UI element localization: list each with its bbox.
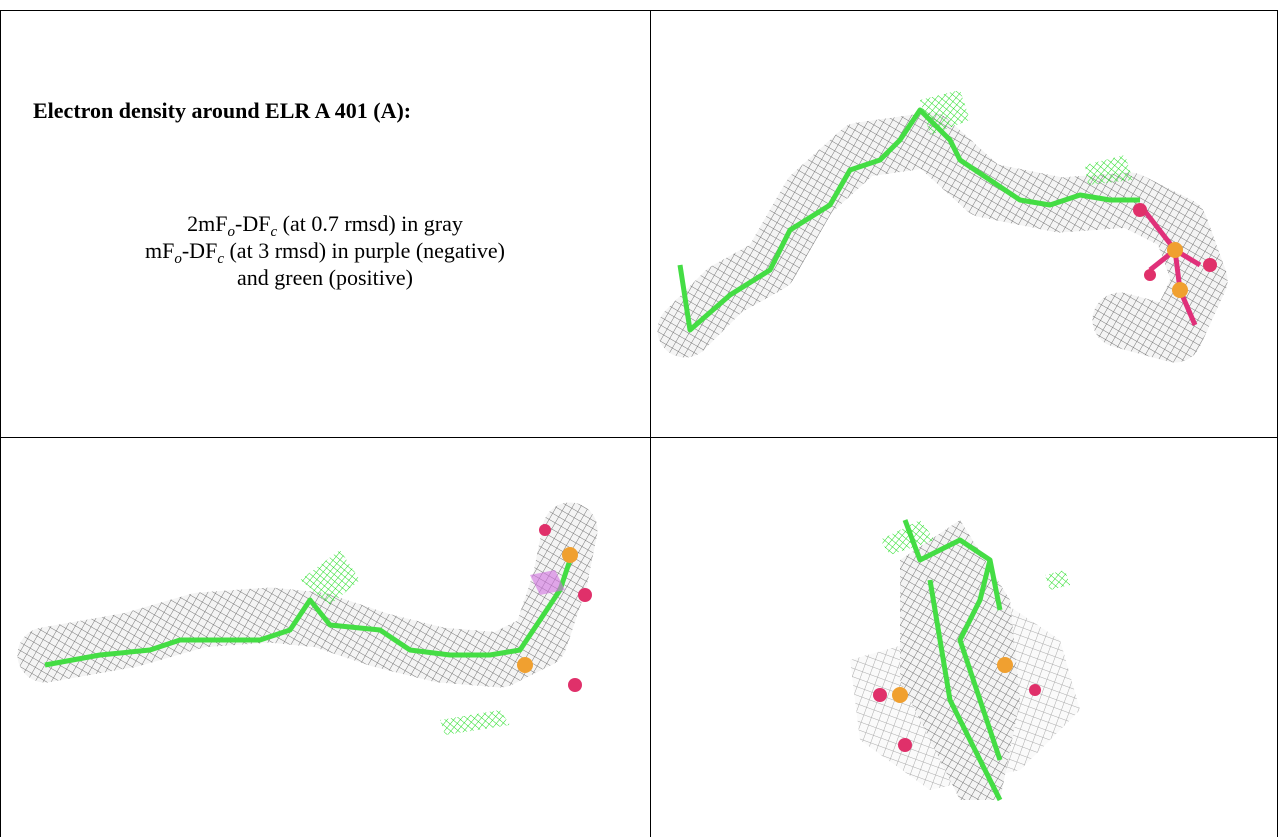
legend: 2mFo-DFc (at 0.7 rmsd) in gray mFo-DFc (a…: [0, 210, 650, 291]
legend-line: and green (positive): [0, 264, 650, 291]
text-run: (at 0.7 rmsd) in gray: [277, 211, 463, 236]
text-run: mF: [145, 238, 175, 263]
text-run: and green (positive): [237, 265, 413, 290]
text-run: 2mF: [187, 211, 228, 236]
view-2: [17, 502, 598, 735]
table-border: [0, 437, 1278, 438]
subscript: c: [270, 224, 278, 240]
subscript: c: [217, 251, 224, 267]
subscript: o: [227, 224, 236, 240]
table-border: [650, 10, 651, 837]
table-border: [0, 10, 1278, 11]
legend-line: 2mFo-DFc (at 0.7 rmsd) in gray: [0, 210, 650, 240]
view-3: [850, 519, 1080, 802]
subscript: o: [174, 251, 182, 267]
legend-line: mFo-DFc (at 3 rmsd) in purple (negative): [0, 237, 650, 267]
cell-title: Electron density around ELR A 401 (A):: [33, 98, 412, 123]
text-run: -DF: [181, 238, 218, 263]
table-border: [0, 10, 1, 837]
view-1: [657, 90, 1228, 363]
text-run: -DF: [235, 211, 271, 236]
text-run: (at 3 rmsd) in purple (negative): [223, 238, 505, 263]
